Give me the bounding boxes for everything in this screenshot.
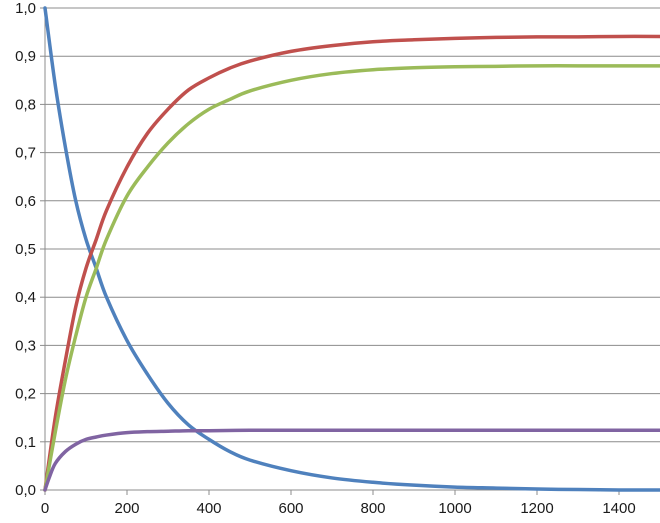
series-line-1	[43, 34, 660, 492]
y-tick-label-9: 0,9	[15, 48, 36, 65]
x-axis-tick-labels: 0 200 400 600 800 1000 1200 1400	[41, 500, 636, 517]
x-tick-label-1: 200	[114, 500, 139, 517]
y-tick-label-6: 0,6	[15, 193, 36, 210]
x-tick-label-5: 1000	[438, 500, 471, 517]
series-line-0	[43, 6, 660, 492]
series-lines	[43, 6, 660, 492]
gridlines	[45, 7, 660, 443]
y-axis-tick-labels: 0,0 0,1 0,2 0,3 0,4 0,5 0,6 0,7 0,8 0,9 1,0	[15, 0, 36, 499]
y-tick-label-7: 0,7	[15, 145, 36, 162]
x-tick-label-4: 800	[360, 500, 385, 517]
y-tick-label-3: 0,3	[15, 337, 36, 354]
y-tick-label-4: 0,4	[15, 289, 36, 306]
y-tick-label-8: 0,8	[15, 96, 36, 113]
series-line-3	[43, 428, 660, 492]
y-tick-label-10: 1,0	[15, 0, 36, 17]
x-tick-label-3: 600	[278, 500, 303, 517]
x-tick-label-7: 1400	[602, 500, 635, 517]
x-tick-label-0: 0	[41, 500, 49, 517]
series-line-2	[43, 64, 660, 492]
y-tick-label-0: 0,0	[15, 482, 36, 499]
y-tick-label-5: 0,5	[15, 241, 36, 258]
axes	[40, 7, 660, 495]
x-tick-label-2: 400	[196, 500, 221, 517]
y-tick-label-2: 0,2	[15, 386, 36, 403]
y-tick-label-1: 0,1	[15, 434, 36, 451]
x-tick-label-6: 1200	[520, 500, 553, 517]
